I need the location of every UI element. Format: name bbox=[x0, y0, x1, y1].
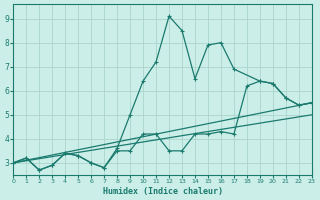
X-axis label: Humidex (Indice chaleur): Humidex (Indice chaleur) bbox=[102, 187, 222, 196]
